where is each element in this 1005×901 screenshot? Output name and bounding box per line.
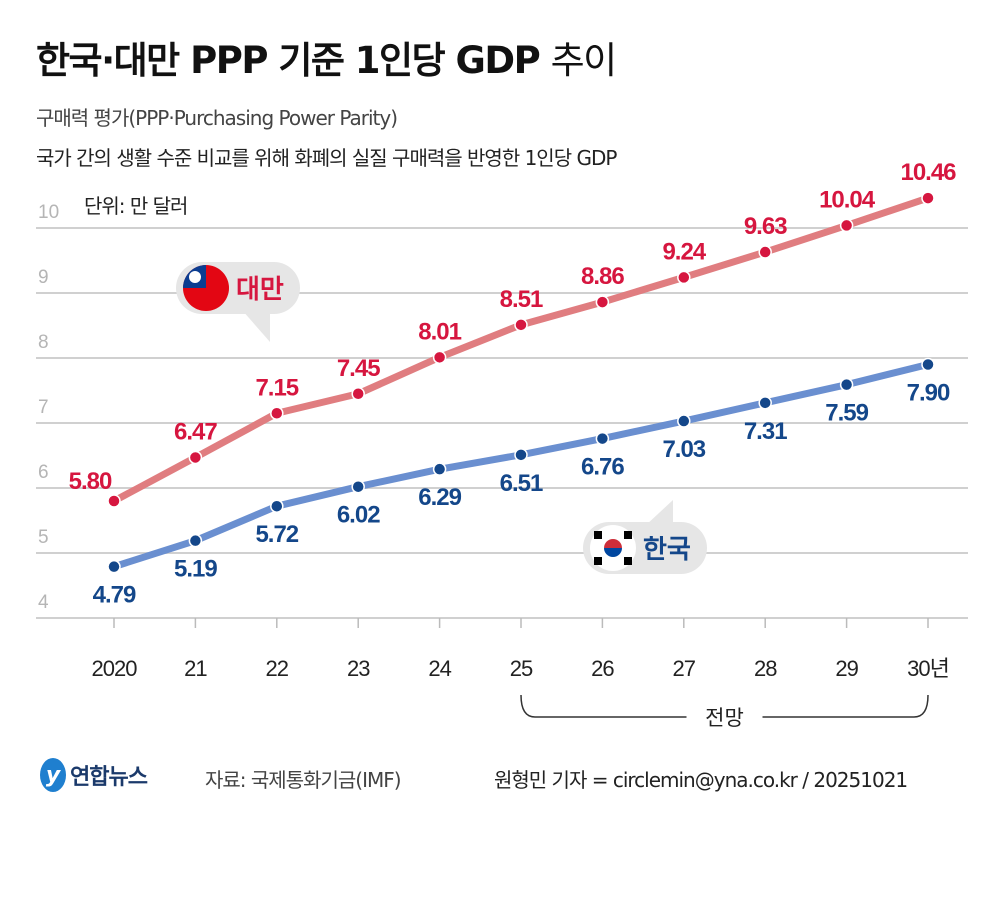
- x-tick-label: 25: [510, 656, 533, 681]
- legend-taiwan: 대만: [176, 262, 300, 342]
- data-label: 10.46: [900, 159, 956, 186]
- yonhap-logo: y 연합뉴스: [40, 758, 148, 792]
- x-tick-label: 24: [428, 656, 451, 681]
- data-point: [758, 245, 772, 259]
- data-label: 7.45: [337, 355, 380, 382]
- data-label: 6.51: [500, 470, 543, 497]
- data-point: [839, 218, 854, 233]
- data-label: 6.02: [337, 502, 380, 529]
- y-tick-label: 10: [38, 202, 59, 223]
- x-tick-label: 26: [591, 656, 614, 681]
- x-tick-label: 30년: [907, 656, 949, 681]
- data-point: [188, 533, 203, 548]
- data-label: 9.24: [662, 238, 706, 265]
- data-point: [921, 357, 935, 372]
- description: 국가 간의 생활 수준 비교를 위해 화폐의 실질 구매력을 반영한 1인당 G…: [36, 146, 617, 170]
- data-label: 8.51: [500, 286, 543, 313]
- logo-text: 연합뉴스: [70, 765, 148, 790]
- x-tick-label: 2020: [92, 656, 138, 681]
- x-tick-label: 27: [673, 656, 696, 681]
- data-point: [921, 191, 935, 205]
- forecast-bracket: [520, 694, 929, 718]
- y-tick-label: 7: [38, 397, 49, 418]
- series-line-korea: [110, 361, 932, 571]
- x-tick-label: 28: [754, 656, 777, 681]
- subtitle: 구매력 평가(PPP·Purchasing Power Parity): [36, 106, 398, 130]
- forecast-label: 전망: [705, 706, 744, 730]
- data-label: 6.29: [418, 484, 461, 511]
- data-label: 7.03: [662, 436, 705, 463]
- unit-label: 단위: 만 달러: [84, 194, 188, 218]
- data-label: 7.90: [907, 380, 950, 407]
- y-tick-label: 4: [38, 592, 49, 613]
- title-light: 추이: [550, 39, 618, 82]
- data-label: 8.86: [581, 263, 624, 290]
- data-label: 9.63: [744, 213, 787, 240]
- x-tick-label: 21: [184, 656, 207, 681]
- credit: 원형민 기자 = circlemin@yna.co.kr / 20251021: [494, 768, 908, 792]
- x-tick-label: 23: [347, 656, 370, 681]
- data-label: 7.31: [744, 418, 787, 445]
- data-label: 10.04: [819, 186, 876, 213]
- data-point: [270, 406, 284, 420]
- data-point: [351, 479, 365, 494]
- y-tick-label: 6: [38, 462, 49, 483]
- x-tick-label: 22: [266, 656, 289, 681]
- data-label: 8.01: [418, 318, 461, 345]
- data-label: 5.72: [255, 521, 298, 548]
- data-point: [188, 450, 203, 465]
- data-label: 5.19: [174, 556, 217, 583]
- data-label: 6.76: [581, 454, 624, 481]
- title-bold: 한국·대만 PPP 기준 1인당 GDP: [36, 39, 541, 82]
- data-label: 6.47: [174, 418, 217, 445]
- data-point: [270, 499, 284, 513]
- y-tick-label: 9: [38, 267, 49, 288]
- data-point: [839, 377, 854, 392]
- y-tick-label: 5: [38, 527, 49, 548]
- data-point: [677, 270, 691, 285]
- legend-korea: 한국: [583, 500, 707, 574]
- data-point: [595, 295, 610, 309]
- data-point: [351, 387, 365, 401]
- data-point: [514, 448, 528, 462]
- data-label: 7.15: [255, 374, 298, 401]
- legend-label: 한국: [643, 535, 691, 565]
- data-point: [514, 318, 528, 332]
- data-point: [107, 494, 121, 508]
- page-title: 한국·대만 PPP 기준 1인당 GDP 추이: [36, 30, 618, 84]
- data-point: [107, 559, 121, 574]
- yonhap-logo-icon: y: [40, 758, 66, 792]
- x-tick-label: 29: [835, 656, 858, 681]
- data-label: 4.79: [93, 582, 136, 609]
- data-label: 5.80: [69, 468, 112, 495]
- data-point: [432, 350, 447, 365]
- data-label: 7.59: [825, 400, 868, 427]
- legend-label: 대만: [236, 275, 284, 305]
- source: 자료: 국제통화기금(IMF): [205, 768, 402, 792]
- data-point: [432, 462, 447, 476]
- y-tick-label: 8: [38, 332, 49, 353]
- data-point: [595, 431, 610, 446]
- data-point: [677, 414, 691, 428]
- data-point: [758, 396, 772, 410]
